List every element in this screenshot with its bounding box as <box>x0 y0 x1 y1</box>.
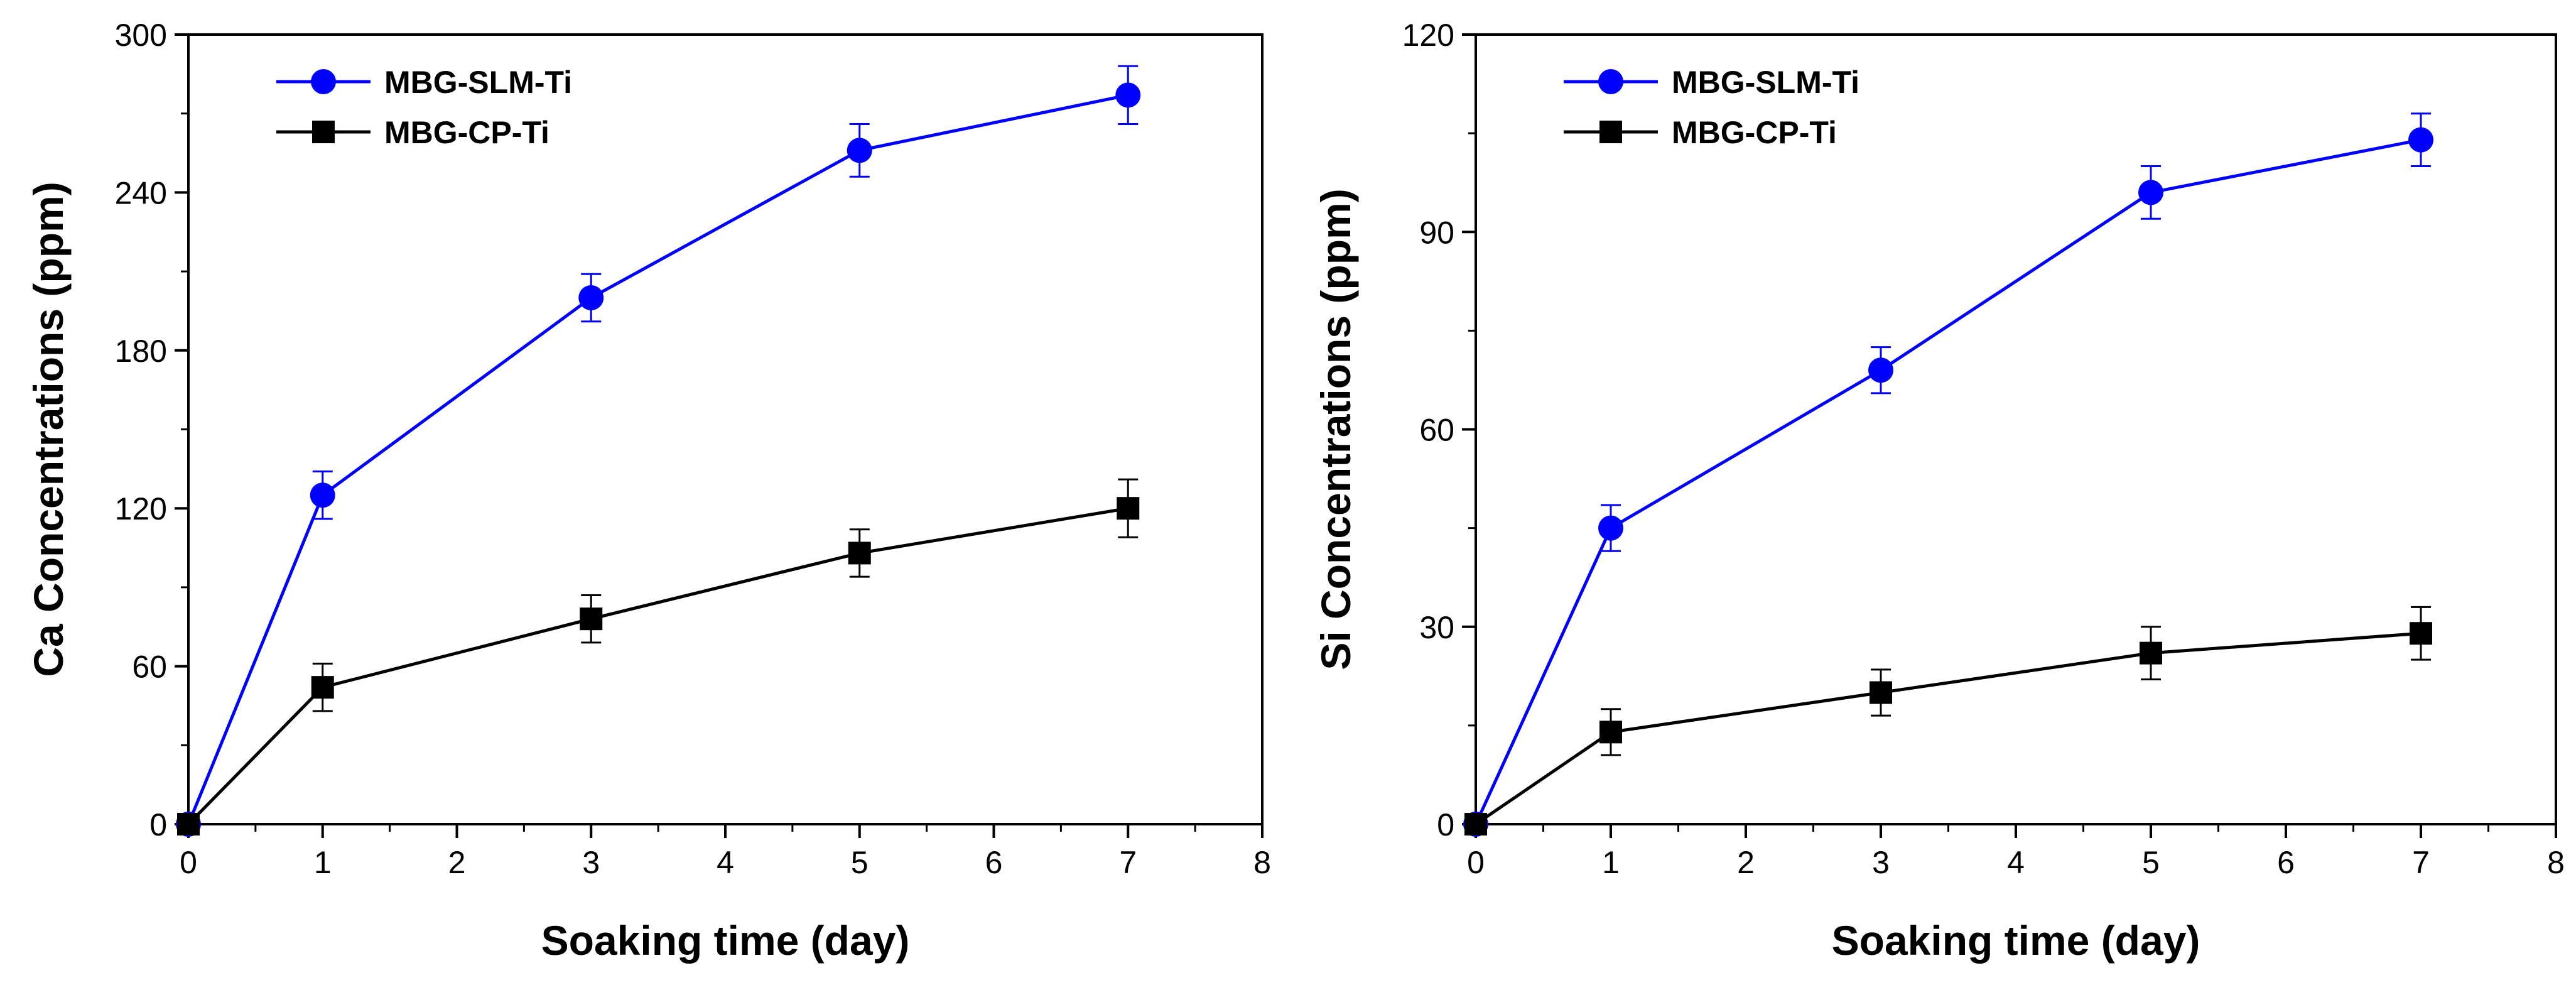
legend-marker <box>312 121 335 143</box>
x-tick-label: 6 <box>2277 845 2295 880</box>
data-point <box>1870 681 1892 704</box>
legend-label: MBG-SLM-Ti <box>1672 65 1859 100</box>
y-tick-label: 60 <box>132 650 167 685</box>
plot-frame <box>187 33 1264 825</box>
x-tick-label: 4 <box>717 845 734 880</box>
x-axis-title: Soaking time (day) <box>1832 917 2200 964</box>
x-tick-label: 1 <box>314 845 332 880</box>
series-mbg-cp-ti <box>177 478 1140 835</box>
data-point <box>2410 622 2432 645</box>
x-tick-label: 3 <box>1872 845 1890 880</box>
data-point <box>578 285 604 310</box>
y-tick-label: 30 <box>1419 610 1454 645</box>
series-mbg-slm-ti <box>176 65 1141 837</box>
data-point <box>1115 82 1141 108</box>
y-tick-label: 0 <box>149 807 167 842</box>
legend: MBG-SLM-Ti MBG-CP-Ti <box>1564 65 1859 150</box>
x-tick-label: 8 <box>1253 845 1271 880</box>
data-point <box>1117 497 1140 520</box>
series-mbg-cp-ti <box>1464 606 2432 835</box>
x-tick-label: 3 <box>582 845 600 880</box>
data-point <box>177 813 200 835</box>
x-tick-label: 2 <box>448 845 466 880</box>
x-tick-label: 7 <box>1119 845 1137 880</box>
y-axis-title: Si Concentrations (ppm) <box>1312 188 1359 670</box>
series-line <box>187 93 1128 825</box>
legend-label: MBG-CP-Ti <box>384 115 549 150</box>
x-tick-label: 4 <box>2007 845 2025 880</box>
x-axis-title: Soaking time (day) <box>541 917 910 964</box>
legend-label: MBG-CP-Ti <box>1672 115 1837 150</box>
chart-panel-si: 0 1 2 3 4 5 6 7 8 0 30 60 90 120 Soaking time (day) Si … <box>1312 18 2565 964</box>
x-tick-label: 1 <box>1602 845 1620 880</box>
x-tick-label: 5 <box>851 845 869 880</box>
data-point <box>848 541 871 565</box>
x-tick-label: 2 <box>1737 845 1755 880</box>
chart-panel-ca: 0 1 2 3 4 5 6 7 8 0 60 120 180 240 300 Soaking time (da… <box>25 18 1271 964</box>
data-point <box>1464 813 1487 835</box>
legend-marker <box>1599 121 1622 143</box>
x-tick-label: 6 <box>985 845 1003 880</box>
y-tick-label: 0 <box>1437 807 1454 842</box>
data-point <box>1598 515 1623 541</box>
legend-marker <box>1598 69 1623 94</box>
data-point <box>2408 127 2433 153</box>
y-tick-label: 90 <box>1419 215 1454 250</box>
x-tick-label: 0 <box>180 845 197 880</box>
data-point <box>310 482 335 508</box>
legend: MBG-SLM-Ti MBG-CP-Ti <box>276 65 572 150</box>
plot-frame <box>1475 33 2557 825</box>
y-tick-label: 120 <box>115 491 167 526</box>
x-tick-label: 7 <box>2412 845 2430 880</box>
y-tick-label: 120 <box>1402 18 1454 53</box>
data-point <box>1599 721 1622 744</box>
y-tick-label: 300 <box>115 18 167 53</box>
y-tick-label: 60 <box>1419 413 1454 448</box>
data-point <box>1868 357 1893 383</box>
legend-label: MBG-SLM-Ti <box>384 65 572 100</box>
data-point <box>2140 641 2162 665</box>
x-tick-label: 8 <box>2547 845 2565 880</box>
series-line <box>187 506 1128 825</box>
y-tick-label: 240 <box>115 175 167 210</box>
legend-marker <box>311 69 336 94</box>
x-tick-label: 5 <box>2142 845 2160 880</box>
data-point <box>580 607 603 631</box>
data-point <box>311 676 334 699</box>
y-axis-title: Ca Concentrations (ppm) <box>25 182 72 677</box>
data-point <box>2138 180 2163 205</box>
x-tick-label: 0 <box>1467 845 1485 880</box>
data-point <box>847 138 872 163</box>
y-tick-label: 180 <box>115 334 167 369</box>
